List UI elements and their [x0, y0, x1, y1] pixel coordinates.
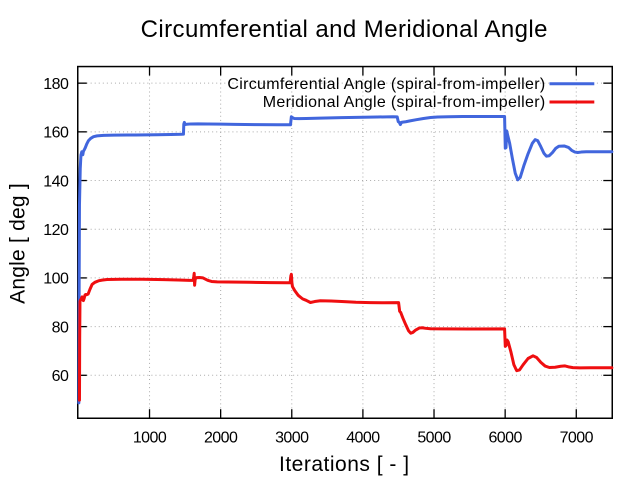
- svg-text:3000: 3000: [275, 429, 309, 446]
- svg-text:6000: 6000: [488, 429, 522, 446]
- svg-text:7000: 7000: [560, 429, 594, 446]
- svg-text:140: 140: [43, 173, 69, 190]
- svg-text:60: 60: [52, 368, 69, 385]
- svg-text:Angle [ deg ]: Angle [ deg ]: [6, 183, 29, 304]
- svg-text:4000: 4000: [346, 429, 380, 446]
- svg-text:Circumferential Angle (spiral-: Circumferential Angle (spiral-from-impel…: [227, 76, 545, 93]
- svg-text:160: 160: [43, 125, 69, 142]
- svg-text:2000: 2000: [204, 429, 238, 446]
- svg-text:Meridional Angle (spiral-from-: Meridional Angle (spiral-from-impeller): [263, 94, 546, 111]
- svg-text:1000: 1000: [133, 429, 167, 446]
- svg-text:Circumferential and Meridional: Circumferential and Meridional Angle: [141, 16, 548, 43]
- svg-text:Iterations [ - ]: Iterations [ - ]: [279, 453, 410, 476]
- svg-text:100: 100: [43, 271, 69, 288]
- svg-text:80: 80: [52, 319, 69, 336]
- svg-text:120: 120: [43, 222, 69, 239]
- svg-text:180: 180: [43, 76, 69, 93]
- svg-text:5000: 5000: [417, 429, 451, 446]
